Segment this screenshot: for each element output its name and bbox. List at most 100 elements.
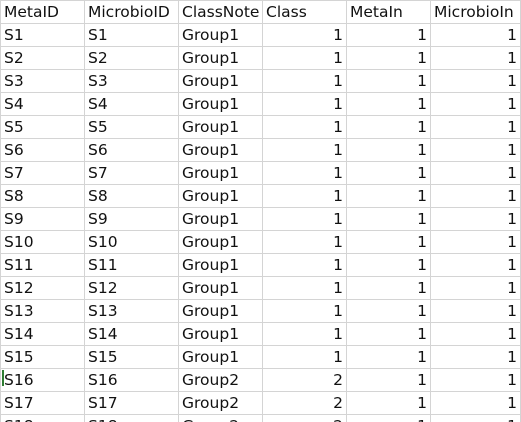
- cell-metaid[interactable]: S18: [0, 414, 85, 422]
- header-cell-microbioin[interactable]: MicrobioIn: [430, 0, 521, 24]
- cell-metaid[interactable]: S15: [0, 345, 85, 369]
- cell-microbioin[interactable]: 1: [430, 184, 521, 208]
- cell-class[interactable]: 1: [262, 299, 347, 323]
- cell-microbioid[interactable]: S14: [84, 322, 179, 346]
- cell-microbioin[interactable]: 1: [430, 345, 521, 369]
- cell-classnote[interactable]: Group1: [178, 161, 263, 185]
- cell-metain[interactable]: 1: [346, 69, 431, 93]
- cell-classnote[interactable]: Group1: [178, 138, 263, 162]
- cell-class[interactable]: 1: [262, 69, 347, 93]
- cell-metaid[interactable]: S10: [0, 230, 85, 254]
- header-cell-metain[interactable]: MetaIn: [346, 0, 431, 24]
- cell-classnote[interactable]: Group1: [178, 46, 263, 70]
- cell-metaid[interactable]: S12: [0, 276, 85, 300]
- cell-microbioin[interactable]: 1: [430, 253, 521, 277]
- cell-classnote[interactable]: Group1: [178, 230, 263, 254]
- cell-microbioin[interactable]: 1: [430, 46, 521, 70]
- cell-metain[interactable]: 1: [346, 138, 431, 162]
- cell-microbioid[interactable]: S2: [84, 46, 179, 70]
- cell-microbioid[interactable]: S4: [84, 92, 179, 116]
- cell-metain[interactable]: 1: [346, 368, 431, 392]
- cell-class[interactable]: 1: [262, 184, 347, 208]
- cell-metaid[interactable]: S9: [0, 207, 85, 231]
- cell-microbioin[interactable]: 1: [430, 138, 521, 162]
- cell-microbioin[interactable]: 1: [430, 92, 521, 116]
- cell-microbioin[interactable]: 1: [430, 207, 521, 231]
- cell-class[interactable]: 1: [262, 161, 347, 185]
- cell-class[interactable]: 2: [262, 414, 347, 422]
- cell-metaid[interactable]: S4: [0, 92, 85, 116]
- header-cell-microbioid[interactable]: MicrobioID: [84, 0, 179, 24]
- cell-classnote[interactable]: Group1: [178, 253, 263, 277]
- cell-microbioin[interactable]: 1: [430, 368, 521, 392]
- cell-class[interactable]: 2: [262, 368, 347, 392]
- cell-microbioid[interactable]: S12: [84, 276, 179, 300]
- cell-metain[interactable]: 1: [346, 276, 431, 300]
- cell-metain[interactable]: 1: [346, 230, 431, 254]
- cell-metain[interactable]: 1: [346, 345, 431, 369]
- cell-microbioin[interactable]: 1: [430, 414, 521, 422]
- cell-class[interactable]: 1: [262, 276, 347, 300]
- cell-metaid[interactable]: S11: [0, 253, 85, 277]
- cell-classnote[interactable]: Group1: [178, 184, 263, 208]
- cell-class[interactable]: 1: [262, 23, 347, 47]
- cell-classnote[interactable]: Group1: [178, 276, 263, 300]
- cell-classnote[interactable]: Group2: [178, 368, 263, 392]
- cell-class[interactable]: 1: [262, 253, 347, 277]
- cell-metaid[interactable]: S1: [0, 23, 85, 47]
- cell-microbioid[interactable]: S5: [84, 115, 179, 139]
- cell-class[interactable]: 1: [262, 230, 347, 254]
- cell-class[interactable]: 1: [262, 92, 347, 116]
- cell-metaid[interactable]: S8: [0, 184, 85, 208]
- cell-class[interactable]: 1: [262, 207, 347, 231]
- cell-metaid[interactable]: S7: [0, 161, 85, 185]
- cell-microbioin[interactable]: 1: [430, 230, 521, 254]
- cell-metaid[interactable]: S2: [0, 46, 85, 70]
- cell-classnote[interactable]: Group2: [178, 414, 263, 422]
- cell-microbioid[interactable]: S3: [84, 69, 179, 93]
- cell-microbioid[interactable]: S18: [84, 414, 179, 422]
- cell-microbioid[interactable]: S10: [84, 230, 179, 254]
- cell-microbioin[interactable]: 1: [430, 276, 521, 300]
- cell-metain[interactable]: 1: [346, 92, 431, 116]
- cell-metain[interactable]: 1: [346, 184, 431, 208]
- cell-classnote[interactable]: Group1: [178, 23, 263, 47]
- cell-microbioid[interactable]: S7: [84, 161, 179, 185]
- cell-microbioin[interactable]: 1: [430, 391, 521, 415]
- header-cell-metaid[interactable]: MetaID: [0, 0, 85, 24]
- cell-metain[interactable]: 1: [346, 253, 431, 277]
- cell-class[interactable]: 1: [262, 138, 347, 162]
- cell-class[interactable]: 2: [262, 391, 347, 415]
- cell-microbioid[interactable]: S9: [84, 207, 179, 231]
- cell-microbioid[interactable]: S11: [84, 253, 179, 277]
- cell-microbioid[interactable]: S17: [84, 391, 179, 415]
- cell-metaid[interactable]: S16: [0, 368, 85, 392]
- cell-class[interactable]: 1: [262, 345, 347, 369]
- cell-microbioin[interactable]: 1: [430, 115, 521, 139]
- cell-metaid[interactable]: S14: [0, 322, 85, 346]
- cell-metaid[interactable]: S17: [0, 391, 85, 415]
- cell-metaid[interactable]: S3: [0, 69, 85, 93]
- cell-class[interactable]: 1: [262, 322, 347, 346]
- header-cell-classnote[interactable]: ClassNote: [178, 0, 263, 24]
- cell-metain[interactable]: 1: [346, 299, 431, 323]
- cell-metain[interactable]: 1: [346, 161, 431, 185]
- cell-classnote[interactable]: Group1: [178, 299, 263, 323]
- cell-metaid[interactable]: S5: [0, 115, 85, 139]
- cell-metain[interactable]: 1: [346, 322, 431, 346]
- cell-metain[interactable]: 1: [346, 23, 431, 47]
- cell-metain[interactable]: 1: [346, 115, 431, 139]
- cell-microbioid[interactable]: S16: [84, 368, 179, 392]
- cell-classnote[interactable]: Group2: [178, 391, 263, 415]
- cell-metaid[interactable]: S6: [0, 138, 85, 162]
- cell-microbioid[interactable]: S8: [84, 184, 179, 208]
- cell-class[interactable]: 1: [262, 46, 347, 70]
- cell-classnote[interactable]: Group1: [178, 345, 263, 369]
- cell-microbioin[interactable]: 1: [430, 161, 521, 185]
- cell-microbioid[interactable]: S15: [84, 345, 179, 369]
- cell-classnote[interactable]: Group1: [178, 322, 263, 346]
- cell-metain[interactable]: 1: [346, 207, 431, 231]
- cell-microbioin[interactable]: 1: [430, 299, 521, 323]
- cell-metain[interactable]: 1: [346, 46, 431, 70]
- cell-classnote[interactable]: Group1: [178, 207, 263, 231]
